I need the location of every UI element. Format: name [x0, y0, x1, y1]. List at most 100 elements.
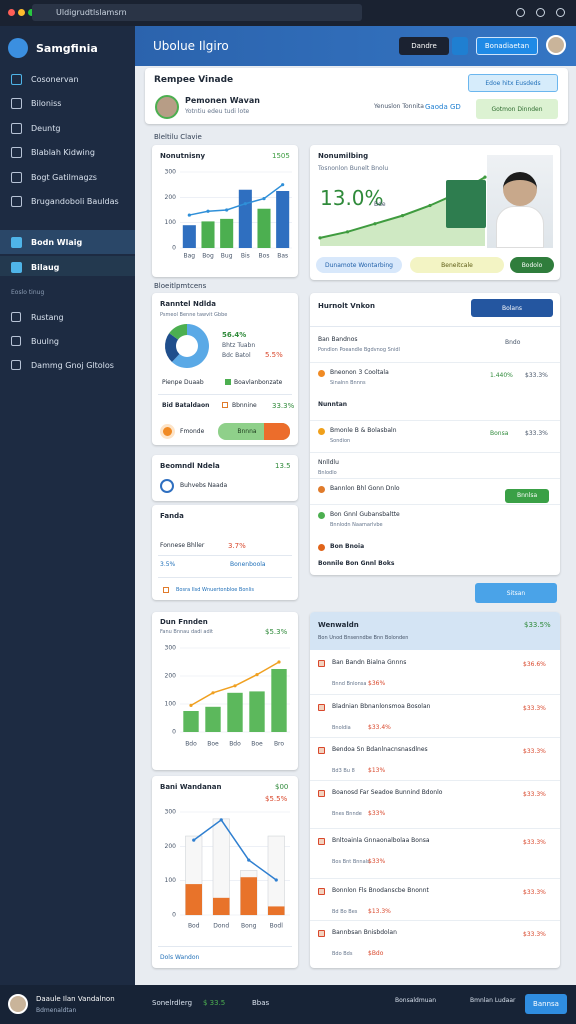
row-icon	[318, 704, 325, 711]
row-sub: Bnnlodn Naamarlvbe	[330, 522, 383, 528]
card-sub: Bon Unod Bnsenndbe Bnn Bolonden	[318, 635, 409, 641]
legend-swatch	[225, 379, 231, 385]
card	[152, 145, 298, 277]
card	[152, 505, 298, 600]
row-sub: Bnes Bnnde	[332, 811, 362, 817]
row-value: 1.440%	[490, 372, 513, 379]
nav-item[interactable]: Dammg Gnoj Gltolos	[31, 361, 114, 370]
nav-item[interactable]: Deuntg	[31, 124, 61, 133]
nav-item[interactable]: Cosonervan	[31, 75, 79, 84]
row-sub: Bos Bnt Bnnals	[332, 859, 370, 865]
tag[interactable]: Dunamote Wontarbing	[316, 257, 402, 273]
nav-icon	[11, 147, 22, 158]
row-icon	[318, 747, 325, 754]
card-value: $33.5%	[524, 621, 551, 629]
user-name: Pemonen Wavan	[185, 96, 260, 105]
footer-label: Bbas	[252, 999, 270, 1007]
list-header	[310, 612, 560, 650]
nav-item[interactable]: Bogt Gatilmagzs	[31, 173, 97, 182]
row-value: Bonenboola	[230, 561, 266, 568]
nav-icon	[11, 196, 22, 207]
card-sub: Fanu Bnnau dadi adit	[160, 629, 213, 635]
tag[interactable]: Bodolo	[510, 257, 554, 273]
big-value: 13.0%	[320, 186, 384, 210]
row-tag: $33.4%	[368, 724, 391, 731]
stat-label: Bhtz Tuabn	[222, 342, 256, 349]
row-icon	[318, 888, 325, 895]
divider	[310, 878, 560, 879]
row-value: $36.6%	[523, 661, 546, 668]
row-title: Bosra Ilsd Wnuertonbloe Bonlis	[176, 587, 254, 593]
row-sub: Sondion	[330, 438, 351, 444]
card	[152, 776, 298, 968]
button[interactable]: Sitsan	[475, 583, 557, 603]
nav-item[interactable]: Buulng	[31, 337, 59, 346]
page-title: Ubolue Ilgiro	[153, 39, 229, 53]
row-value: $33.3%	[523, 889, 546, 896]
nav-active-bg	[0, 256, 135, 276]
button[interactable]: Bannsa	[525, 994, 567, 1014]
row-title: Bannlon Bhl Gonn Dnlo	[330, 485, 400, 492]
row-icon	[163, 587, 169, 593]
meta: Yenuslon Tonnita	[374, 103, 424, 110]
card-sub: Tosnonlon Bunelt Bnolu	[318, 165, 389, 172]
button[interactable]: Bolans	[471, 299, 553, 317]
row-title: Boanosd Far Seadoe Bunnind Bdonlo	[332, 789, 443, 796]
browser-icon[interactable]	[536, 8, 545, 17]
nav-item[interactable]: Blablah Kidwing	[31, 148, 95, 157]
card-value: $5.3%	[265, 628, 288, 636]
button[interactable]: Dandre	[399, 37, 449, 55]
tag[interactable]: Beneitcale	[410, 257, 504, 273]
row-sub: Bnoldia	[332, 725, 351, 731]
card-title: Nonumilbing	[318, 152, 369, 160]
avatar[interactable]	[546, 35, 566, 55]
row-title: Ban Bandnos	[318, 336, 358, 343]
nav-icon	[11, 74, 22, 85]
browser-icon[interactable]	[556, 8, 565, 17]
avatar	[155, 95, 179, 119]
section-title: Bloeitlpmtcens	[154, 282, 207, 290]
legend-item: Pienpe Duaab	[162, 379, 204, 386]
nav-active-bg	[0, 230, 135, 254]
card-value: $00	[275, 783, 289, 791]
row-icon	[318, 428, 325, 435]
section-title: Bleltilu Clavie	[154, 133, 202, 141]
row-value: Bndo	[505, 339, 521, 346]
nav-item[interactable]: Bodn Wlaig	[31, 238, 83, 247]
url-text: Uldigrudtlslamsrn	[56, 8, 127, 17]
card-title: Dun Fnnden	[160, 618, 208, 626]
card-sub: Psmeol Benne tawvit Gbbe	[160, 312, 228, 318]
row-title: Fonnese Bhller	[160, 542, 205, 549]
footer-value: $ 33.5	[203, 999, 226, 1007]
row-icon	[318, 838, 325, 845]
button[interactable]: Bonadiaetan	[476, 37, 538, 55]
nav-item[interactable]: Biloniss	[31, 99, 62, 108]
card	[152, 293, 298, 445]
card-title: Hurnolt Vnkon	[318, 302, 375, 310]
user-sub: Yotntiu edeu tudi lote	[185, 108, 250, 115]
button-label[interactable]: Fmonde	[180, 428, 205, 435]
row-icon	[318, 370, 325, 377]
photo-person	[503, 172, 537, 206]
row-sub: Bd Bo Bes	[332, 909, 358, 915]
window-dot	[28, 9, 35, 16]
row-value: $33.3%	[523, 791, 546, 798]
button[interactable]: Bnnna	[237, 428, 257, 435]
header-icon[interactable]	[452, 37, 468, 55]
footer-label: Sonelrdlerg	[152, 999, 193, 1007]
row-title: Bannbsan Bnisbdolan	[332, 929, 397, 936]
row-icon	[318, 544, 325, 551]
button[interactable]: Edoe hitx Eusdeds	[468, 74, 558, 92]
button[interactable]: Gotmon Dinnden	[476, 99, 558, 119]
card	[310, 293, 560, 575]
avatar	[8, 994, 28, 1014]
nav-item[interactable]: Rustang	[31, 313, 64, 322]
row-value: 3.7%	[228, 542, 246, 550]
nav-item[interactable]: Bilaug	[31, 263, 60, 272]
nav-item[interactable]: Brugandoboli Bauldas	[31, 197, 119, 206]
divider	[158, 555, 292, 556]
browser-icon[interactable]	[516, 8, 525, 17]
row-icon	[318, 790, 325, 797]
footer-name: Daaule Ilan Vandalnon	[36, 995, 115, 1003]
row-tag: $13%	[368, 767, 386, 774]
